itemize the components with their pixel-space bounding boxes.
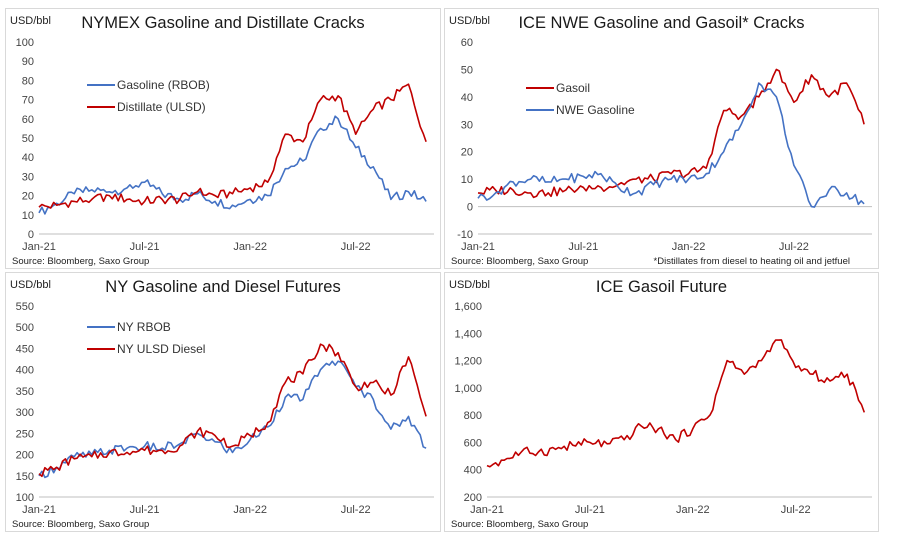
y-tick-label: 60 bbox=[461, 37, 473, 49]
y-tick-label: 300 bbox=[16, 407, 34, 419]
x-tick-label: Jul-21 bbox=[130, 504, 160, 516]
series-line bbox=[477, 82, 865, 208]
y-tick-label: 0 bbox=[467, 202, 473, 214]
chart-title: ICE NWE Gasoline and Gasoil* Cracks bbox=[518, 14, 805, 32]
y-tick-label: 800 bbox=[464, 410, 482, 422]
y-tick-label: 80 bbox=[22, 75, 34, 87]
y-tick-label: 30 bbox=[461, 119, 473, 131]
y-tick-label: 400 bbox=[464, 465, 482, 477]
y-tick-label: 200 bbox=[464, 492, 482, 504]
y-tick-label: 50 bbox=[461, 64, 473, 76]
y-tick-label: 10 bbox=[22, 210, 34, 222]
chart-plot: -10 0 10 20 30 40 50 60 Jan-21 Jul-21 Jan-22 Jul-22… bbox=[457, 37, 872, 253]
legend-label: NY RBOB bbox=[117, 320, 171, 334]
chart-plot: 200 400 600 800 1,000 1,200 1,400 1,600 Jan-21 Ju… bbox=[454, 301, 872, 516]
y-tick-label: 100 bbox=[16, 37, 34, 49]
y-tick-label: 0 bbox=[28, 229, 34, 241]
x-tick-label: Jul-22 bbox=[341, 504, 371, 516]
x-tick-label: Jan-22 bbox=[672, 241, 706, 253]
legend-label: NWE Gasoline bbox=[556, 103, 635, 117]
x-tick-label: Jan-21 bbox=[470, 504, 504, 516]
y-tick-label: 20 bbox=[461, 147, 473, 159]
y-tick-label: 550 bbox=[16, 301, 34, 313]
y-tick-label: 600 bbox=[464, 437, 482, 449]
x-tick-label: Jan-22 bbox=[676, 504, 710, 516]
y-tick-label: 1,600 bbox=[454, 301, 482, 313]
source-note: Source: Bloomberg, Saxo Group bbox=[12, 519, 150, 530]
x-tick-label: Jan-21 bbox=[22, 241, 56, 253]
series-line bbox=[477, 68, 865, 199]
y-tick-label: 40 bbox=[22, 152, 34, 164]
chart-panel-ice-gasoil: 200 400 600 800 1,000 1,200 1,400 1,600 Jan-21 Ju… bbox=[444, 272, 879, 532]
x-tick-label: Jul-21 bbox=[575, 504, 605, 516]
y-tick-label: 20 bbox=[22, 191, 34, 203]
y-tick-label: 1,400 bbox=[454, 328, 482, 340]
y-tick-label: 30 bbox=[22, 171, 34, 183]
legend-label: NY ULSD Diesel bbox=[117, 342, 205, 356]
source-note: Source: Bloomberg, Saxo Group bbox=[12, 256, 150, 267]
y-tick-label: 70 bbox=[22, 95, 34, 107]
series-line bbox=[486, 339, 866, 468]
y-unit-label: USD/bbl bbox=[449, 279, 490, 291]
y-tick-label: 90 bbox=[22, 56, 34, 68]
footnote: *Distillates from diesel to heating oil … bbox=[653, 256, 850, 267]
source-note: Source: Bloomberg, Saxo Group bbox=[451, 519, 589, 530]
y-tick-label: 1,000 bbox=[454, 383, 482, 395]
y-tick-label: 250 bbox=[16, 428, 34, 440]
y-unit-label: USD/bbl bbox=[449, 15, 490, 27]
y-tick-label: 100 bbox=[16, 492, 34, 504]
chart-panel-ice-nwe-cracks: -10 0 10 20 30 40 50 60 Jan-21 Jul-21 Jan-22 Jul-22… bbox=[444, 8, 879, 269]
y-tick-label: 500 bbox=[16, 322, 34, 334]
y-unit-label: USD/bbl bbox=[10, 15, 51, 27]
x-tick-label: Jul-21 bbox=[568, 241, 598, 253]
x-tick-label: Jul-22 bbox=[341, 241, 371, 253]
x-tick-label: Jan-22 bbox=[233, 241, 267, 253]
chart-title: NYMEX Gasoline and Distillate Cracks bbox=[81, 14, 365, 32]
chart-title: ICE Gasoil Future bbox=[595, 278, 728, 296]
y-tick-label: 200 bbox=[16, 450, 34, 462]
y-tick-label: 400 bbox=[16, 365, 34, 377]
y-tick-label: 350 bbox=[16, 386, 34, 398]
chart-panel-nymex-cracks: 0 10 20 30 40 50 60 70 80 90 100 Jan-21 Jul-21 Jan-22… bbox=[5, 8, 441, 269]
chart-plot: 0 10 20 30 40 50 60 70 80 90 100 Jan-21 Jul-21 Jan-22… bbox=[16, 37, 434, 253]
series-line bbox=[38, 360, 427, 479]
source-note: Source: Bloomberg, Saxo Group bbox=[451, 256, 589, 267]
x-tick-label: Jan-22 bbox=[233, 504, 267, 516]
x-tick-label: Jul-21 bbox=[130, 241, 160, 253]
y-tick-label: 450 bbox=[16, 343, 34, 355]
y-tick-label: 40 bbox=[461, 92, 473, 104]
y-tick-label: 1,200 bbox=[454, 356, 482, 368]
legend-label: Gasoline (RBOB) bbox=[117, 78, 210, 92]
y-tick-label: 50 bbox=[22, 133, 34, 145]
legend-label: Distillate (ULSD) bbox=[117, 100, 206, 114]
x-tick-label: Jul-22 bbox=[781, 504, 811, 516]
y-unit-label: USD/bbl bbox=[10, 279, 51, 291]
chart-plot: 100 150 200 250 300 350 400 450 500 550 Jan-21 Jul-… bbox=[16, 301, 434, 516]
series-line bbox=[38, 115, 427, 215]
x-tick-label: Jan-21 bbox=[461, 241, 495, 253]
chart-panel-ny-futures: 100 150 200 250 300 350 400 450 500 550 Jan-21 Jul-… bbox=[5, 272, 441, 532]
chart-title: NY Gasoline and Diesel Futures bbox=[105, 278, 341, 296]
legend-label: Gasoil bbox=[556, 81, 590, 95]
series-line bbox=[38, 343, 427, 478]
series-line bbox=[38, 83, 427, 209]
y-tick-label: 150 bbox=[16, 471, 34, 483]
y-tick-label: -10 bbox=[457, 229, 473, 241]
y-tick-label: 10 bbox=[461, 174, 473, 186]
y-tick-label: 60 bbox=[22, 114, 34, 126]
x-tick-label: Jul-22 bbox=[779, 241, 809, 253]
x-tick-label: Jan-21 bbox=[22, 504, 56, 516]
